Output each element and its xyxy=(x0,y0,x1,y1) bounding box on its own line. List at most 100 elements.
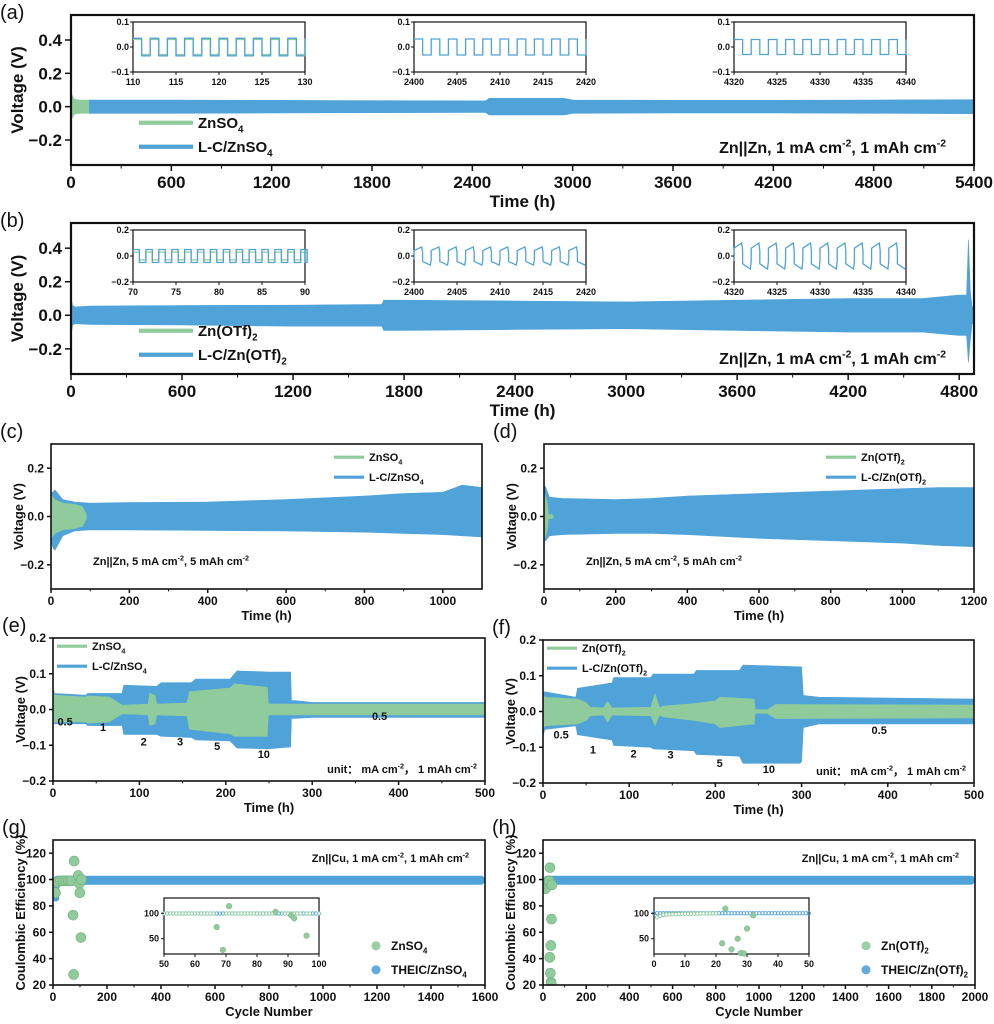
x-tick-label: 1200 xyxy=(253,173,291,192)
inset-y-tick-label: 100 xyxy=(634,908,649,918)
inset-y-tick-label: 0.0 xyxy=(717,42,730,52)
x-tick-label: 3600 xyxy=(718,382,756,401)
x-tick-label: 100 xyxy=(129,786,149,800)
legend-label-sub: 4 xyxy=(267,149,273,160)
inset-x-tick-label: 40 xyxy=(773,959,783,969)
data-point xyxy=(545,978,557,985)
x-tick-label: 0 xyxy=(540,990,547,1004)
annotation-text: Zn||Zn, 1 mA cm xyxy=(719,140,842,157)
legend-label-sub: 4 xyxy=(420,478,424,486)
legend-label: L-C/Zn(OTf)2 xyxy=(198,347,287,368)
legend-label-sub: 2 xyxy=(964,971,969,980)
annotation-text: Zn||Cu, 1 mA cm xyxy=(312,853,398,865)
inset-y-tick-label: 0.0 xyxy=(397,251,410,261)
panel-label: (f) xyxy=(492,617,511,639)
legend-label-sub: 2 xyxy=(622,649,626,657)
annotation-sup: -2 xyxy=(888,852,894,860)
annotation-sup: -2 xyxy=(953,852,959,860)
x-tick-label: 200 xyxy=(216,786,236,800)
annotation-sup: -2 xyxy=(671,555,677,563)
legend-label: L-C/ZnSO4 xyxy=(198,139,273,160)
y-tick-label: 0.2 xyxy=(519,633,536,647)
x-tick-label: 1000 xyxy=(310,990,337,1004)
legend-marker-blue xyxy=(861,965,871,975)
rate-label: 2 xyxy=(630,748,636,760)
x-tick-label: 1200 xyxy=(364,990,391,1004)
legend-label: THEIC/Zn(OTf)2 xyxy=(881,963,969,980)
x-axis-label: Cycle Number xyxy=(225,1004,312,1019)
annotation-sup: -2 xyxy=(178,555,184,563)
inset-point-green xyxy=(307,911,312,916)
inset-y-tick-label: 0.0 xyxy=(116,42,129,52)
rate-label: 5 xyxy=(717,758,723,770)
x-tick-label: 800 xyxy=(821,594,841,608)
x-tick-label: 3000 xyxy=(554,173,592,192)
x-tick-label: 4800 xyxy=(940,382,978,401)
x-tick-label: 1400 xyxy=(418,990,445,1004)
legend-label: THEIC/ZnSO4 xyxy=(391,963,467,980)
inset-point-outlier xyxy=(740,950,747,957)
inset: 0 10 20 30 40 50 50 100 xyxy=(634,897,814,969)
legend-entry: Zn(OTf)2 xyxy=(139,323,258,344)
inset-y-tick-label: 100 xyxy=(144,908,159,918)
x-tick-label: 0 xyxy=(66,382,75,401)
inset-series-line xyxy=(133,37,306,57)
inset-x-tick-label: 4340 xyxy=(896,287,916,297)
annotation-text: , 1 mAh cm xyxy=(894,853,953,865)
data-point xyxy=(74,887,86,899)
data-point xyxy=(68,969,79,980)
annotation-sup: -2 xyxy=(736,555,742,563)
annotation-text: ， 1 mAh cm xyxy=(404,764,471,776)
x-tick-label: 300 xyxy=(792,788,812,802)
x-tick-label: 400 xyxy=(878,788,898,802)
panel-label: (e) xyxy=(2,615,26,637)
x-tick-label: 0 xyxy=(66,173,75,192)
inset-x-tick-label: 2410 xyxy=(490,77,510,87)
rate-label: 1 xyxy=(100,722,106,734)
rate-label: 2 xyxy=(141,736,147,748)
legend-label-text: L-C/Zn(OTf) xyxy=(861,472,922,484)
data-point xyxy=(67,909,79,921)
annotation-text: Zn||Zn, 5 mA cm xyxy=(93,556,178,568)
legend-label-text: L-C/ZnSO xyxy=(198,139,267,156)
x-tick-label: 0 xyxy=(50,786,57,800)
inset-x-tick-label: 100 xyxy=(311,959,326,969)
legend-label-text: ZnSO xyxy=(369,452,399,464)
legend-entry: L-C/ZnSO4 xyxy=(57,661,147,675)
y-tick-label: 100 xyxy=(26,873,46,887)
inset-y-tick-label: −0.1 xyxy=(392,67,410,77)
x-tick-label: 0 xyxy=(48,594,55,608)
x-tick-label: 3600 xyxy=(654,173,692,192)
inset-x-tick-label: 50 xyxy=(804,959,814,969)
legend-entry: Zn(OTf)2 xyxy=(861,939,929,956)
annotation-sup: -2 xyxy=(842,350,851,361)
y-tick-label: 20 xyxy=(33,978,47,992)
x-axis-label: Time (h) xyxy=(490,192,556,211)
inset-y-tick-label: −0.1 xyxy=(111,67,129,77)
annotation-sup: -2 xyxy=(842,139,851,150)
legend-label: Zn(OTf)2 xyxy=(861,452,905,466)
panel-b: 0 600 1200 1800 2400 3000 3600 4200 4800 −0.2 0.0 0… xyxy=(0,210,978,420)
inset-x-tick-label: 2420 xyxy=(576,77,596,87)
inset-point-green xyxy=(298,911,303,916)
inset-point-outlier xyxy=(291,915,298,922)
inset-x-tick-label: 110 xyxy=(126,77,141,87)
plot-area xyxy=(53,670,485,750)
legend-label: ZnSO4 xyxy=(391,939,428,956)
series-znso4 xyxy=(71,92,90,121)
inset: 2400 2405 2410 2415 2420 −0.1 0.0 0.1 xyxy=(392,17,596,87)
legend-label-text: Zn(OTf) xyxy=(582,643,622,655)
x-axis-label: Time (h) xyxy=(241,608,291,623)
y-tick-label: −0.2 xyxy=(512,776,536,790)
inset-y-tick-label: 0.2 xyxy=(717,225,730,235)
condition-annotation: Zn||Zn, 5 mA cm-2, 5 mAh cm-2 xyxy=(93,555,249,568)
legend-label-text: L-C/ZnSO xyxy=(369,472,420,484)
annotation-text: , 5 mAh cm xyxy=(184,556,243,568)
panel-e: 0 100 200 300 400 500 −0.2 −0.1 0.0 0.1 0.2 Time (h… xyxy=(2,615,495,815)
series-znso4 xyxy=(53,683,485,737)
x-axis-label: Time (h) xyxy=(733,802,783,817)
x-axis-label: Time (h) xyxy=(734,608,784,623)
rate-label: 3 xyxy=(177,736,183,748)
inset-y-tick-label: 0.0 xyxy=(116,251,129,261)
x-tick-label: 300 xyxy=(302,786,322,800)
